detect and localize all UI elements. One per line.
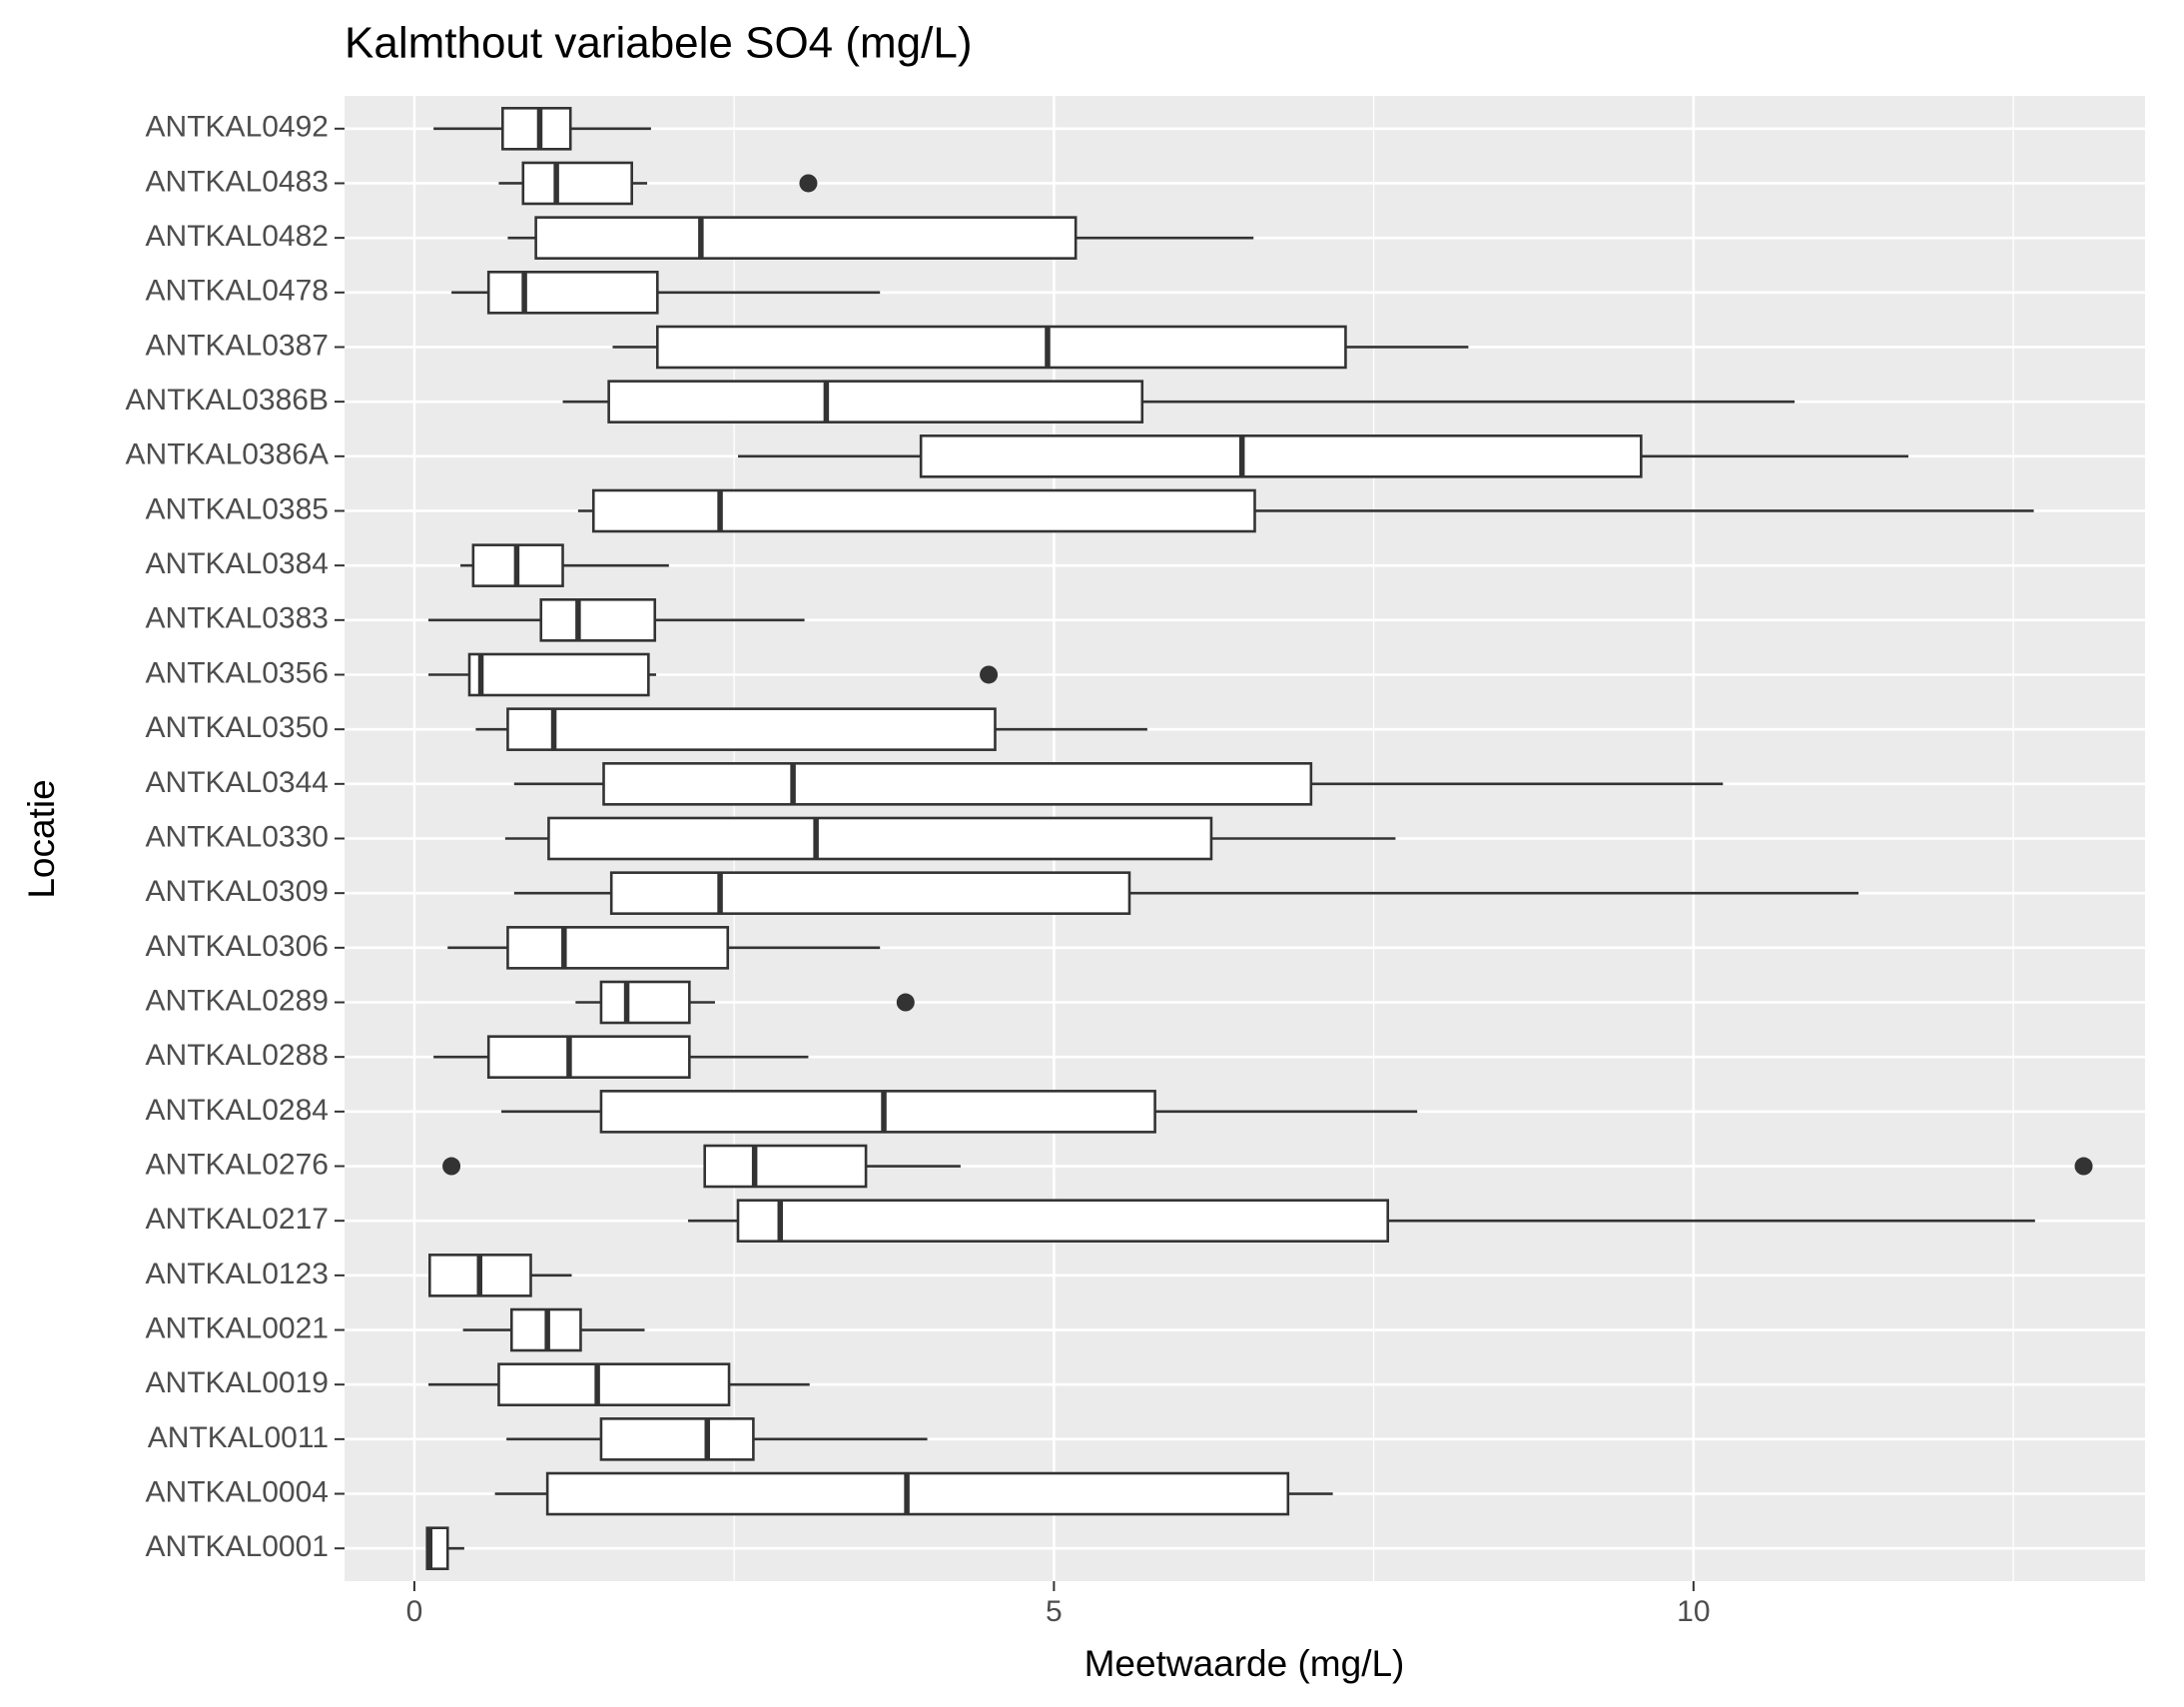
box bbox=[497, 1362, 731, 1406]
x-tick-label: 5 bbox=[1046, 1595, 1063, 1628]
y-tick-label: ANTKAL0217 bbox=[146, 1203, 329, 1236]
y-tick-label: ANTKAL0288 bbox=[146, 1039, 329, 1072]
outlier bbox=[442, 1157, 461, 1176]
x-tick-label: 0 bbox=[406, 1595, 423, 1628]
y-tick-label: ANTKAL0011 bbox=[148, 1421, 329, 1454]
y-tick-label: ANTKAL0309 bbox=[146, 875, 329, 908]
box bbox=[609, 871, 1131, 915]
y-tick-label: ANTKAL0386B bbox=[126, 384, 329, 417]
box bbox=[599, 1090, 1156, 1134]
y-tick-label: ANTKAL0306 bbox=[146, 930, 329, 963]
y-tick-label: ANTKAL0383 bbox=[146, 602, 329, 635]
x-tick-label: 10 bbox=[1677, 1595, 1710, 1628]
y-tick-label: ANTKAL0483 bbox=[146, 165, 329, 198]
box bbox=[547, 816, 1213, 861]
box bbox=[467, 652, 650, 697]
box bbox=[602, 762, 1313, 806]
y-tick-label: ANTKAL0482 bbox=[146, 220, 329, 253]
y-tick-label: ANTKAL0384 bbox=[146, 547, 329, 580]
y-tick-label: ANTKAL0123 bbox=[146, 1258, 329, 1290]
y-tick-label: ANTKAL0001 bbox=[146, 1530, 329, 1563]
box bbox=[501, 107, 572, 151]
x-axis-title: Meetwaarde (mg/L) bbox=[1085, 1643, 1405, 1684]
y-tick-label: ANTKAL0004 bbox=[146, 1475, 329, 1508]
box bbox=[656, 325, 1347, 370]
outlier bbox=[799, 174, 818, 193]
y-tick-label: ANTKAL0387 bbox=[146, 329, 329, 362]
box bbox=[486, 1035, 691, 1079]
y-tick-label: ANTKAL0356 bbox=[146, 656, 329, 689]
box bbox=[599, 980, 691, 1025]
box bbox=[521, 161, 633, 206]
box bbox=[545, 1471, 1290, 1516]
box bbox=[506, 707, 997, 751]
chart-title: Kalmthout variabele SO4 (mg/L) bbox=[345, 19, 973, 68]
outlier bbox=[2074, 1157, 2093, 1176]
box bbox=[919, 434, 1643, 478]
marks bbox=[425, 107, 2093, 1570]
box bbox=[591, 488, 1256, 533]
y-tick-label: ANTKAL0019 bbox=[146, 1366, 329, 1399]
box bbox=[486, 271, 659, 315]
y-tick-label: ANTKAL0350 bbox=[146, 711, 329, 744]
y-tick-label: ANTKAL0284 bbox=[146, 1094, 329, 1127]
y-tick-label: ANTKAL0492 bbox=[146, 111, 329, 144]
box bbox=[599, 1417, 755, 1461]
outlier bbox=[896, 993, 915, 1012]
y-tick-label: ANTKAL0289 bbox=[146, 984, 329, 1017]
y-tick-label: ANTKAL0276 bbox=[146, 1148, 329, 1181]
box bbox=[539, 598, 657, 642]
box bbox=[736, 1199, 1390, 1243]
y-tick-label: ANTKAL0386A bbox=[126, 438, 329, 471]
box bbox=[703, 1144, 868, 1189]
y-axis-title: Locatie bbox=[21, 779, 62, 898]
box bbox=[506, 926, 730, 970]
outlier bbox=[980, 665, 999, 684]
y-tick-label: ANTKAL0021 bbox=[146, 1311, 329, 1344]
box bbox=[534, 216, 1078, 260]
box bbox=[607, 380, 1144, 424]
y-tick-label: ANTKAL0344 bbox=[146, 766, 329, 799]
y-tick-label: ANTKAL0385 bbox=[146, 492, 329, 525]
y-tick-label: ANTKAL0478 bbox=[146, 275, 329, 308]
y-tick-label: ANTKAL0330 bbox=[146, 820, 329, 853]
